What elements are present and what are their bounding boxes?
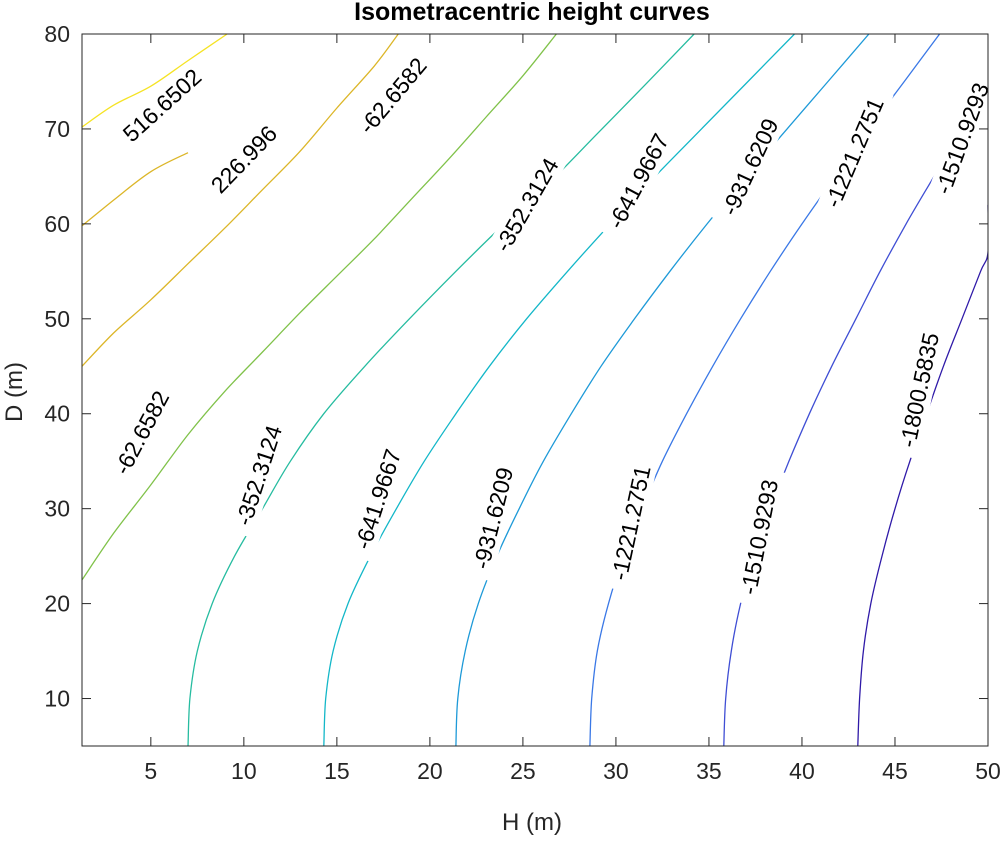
x-tick-label: 25 — [510, 758, 536, 784]
contour-label-text: -641.9667 — [349, 446, 406, 553]
contour-line — [82, 34, 399, 367]
contour-label-background — [732, 467, 786, 607]
x-tick-label: 20 — [417, 758, 443, 784]
contour-label-background — [814, 84, 894, 221]
y-tick-label: 30 — [44, 496, 70, 522]
contour-line — [723, 81, 988, 746]
contour-line — [187, 34, 695, 746]
contour-label-text: -641.9667 — [603, 129, 675, 233]
y-tick-label: 20 — [44, 591, 70, 617]
contour-label-background — [925, 69, 999, 208]
y-tick-label: 50 — [44, 306, 70, 332]
contour-line — [82, 152, 189, 227]
x-tick-label: 10 — [231, 758, 257, 784]
contour-label: -62.6582 — [346, 44, 440, 148]
contour-label-background — [711, 105, 789, 229]
y-tick-label: 60 — [44, 211, 70, 237]
contour-label-text: -931.6209 — [468, 465, 518, 572]
contour-label-background — [464, 454, 522, 582]
contour-label-text: -1221.2751 — [606, 463, 656, 582]
contour-label-text: -1510.9293 — [930, 79, 994, 197]
x-tick-label: 35 — [696, 758, 722, 784]
contour-curves — [82, 34, 988, 746]
y-tick-label: 40 — [44, 401, 70, 427]
x-axis: 5 10 15 20 25 30 35 40 45 50 — [144, 34, 1001, 784]
contour-label: -1800.5835 — [891, 320, 948, 460]
x-tick-label: 45 — [882, 758, 908, 784]
contour-label: -1510.9293 — [732, 467, 786, 607]
contour-label-background — [891, 320, 948, 460]
contour-label-text: -1510.9293 — [735, 477, 783, 596]
contour-label-background — [103, 377, 180, 489]
contour-label-background — [602, 453, 659, 593]
contour-label: -931.6209 — [711, 105, 789, 229]
contour-label: -641.9667 — [345, 436, 411, 563]
contour-label: -62.6582 — [103, 377, 180, 489]
contour-label: -1221.2751 — [814, 84, 894, 221]
chart-title: Isometracentric height curves — [354, 0, 710, 26]
y-tick-label: 70 — [44, 116, 70, 142]
plot-area-frame — [81, 33, 989, 747]
contour-label: 226.996 — [199, 114, 289, 205]
contour-label: -1221.2751 — [602, 453, 659, 593]
contour-label-text: -352.3124 — [489, 153, 563, 256]
contour-line — [82, 34, 228, 128]
contour-line — [323, 34, 795, 746]
contour-label: -931.6209 — [464, 454, 522, 582]
contour-label-background — [226, 412, 292, 539]
contour-label-text: -1221.2751 — [819, 94, 888, 211]
x-tick-label: 15 — [324, 758, 350, 784]
x-tick-label: 50 — [975, 758, 1001, 784]
y-axis-label: D (m) — [1, 362, 28, 422]
x-tick-label: 30 — [603, 758, 629, 784]
contour-label: -1510.9293 — [925, 69, 999, 208]
y-axis: 10 20 30 40 50 60 70 80 — [44, 21, 988, 712]
y-tick-label: 80 — [44, 21, 70, 47]
contour-label-background — [346, 44, 440, 148]
contour-line — [857, 204, 988, 746]
contour-label-text: 516.6502 — [118, 63, 207, 147]
contour-label: -641.9667 — [596, 120, 680, 243]
contour-line — [82, 34, 557, 581]
contour-label: 516.6502 — [111, 57, 213, 153]
contour-label-text: -352.3124 — [230, 422, 287, 529]
contour-label-text: 226.996 — [206, 120, 282, 198]
x-axis-label: H (m) — [502, 809, 562, 836]
y-tick-label: 10 — [44, 686, 70, 712]
contour-label-background — [199, 114, 289, 205]
contour-label-background — [111, 57, 213, 153]
contour-label-background — [345, 436, 411, 563]
contour-label: -352.3124 — [483, 144, 570, 266]
x-tick-label: 40 — [789, 758, 815, 784]
x-tick-label: 5 — [144, 758, 157, 784]
contour-label-background — [596, 120, 680, 243]
contour-label-background — [483, 144, 570, 266]
contour-label-text: -1800.5835 — [894, 330, 944, 449]
contour-label-text: -62.6582 — [109, 387, 175, 479]
contour-label-text: -931.6209 — [716, 114, 783, 219]
contour-label-text: -62.6582 — [354, 53, 432, 139]
